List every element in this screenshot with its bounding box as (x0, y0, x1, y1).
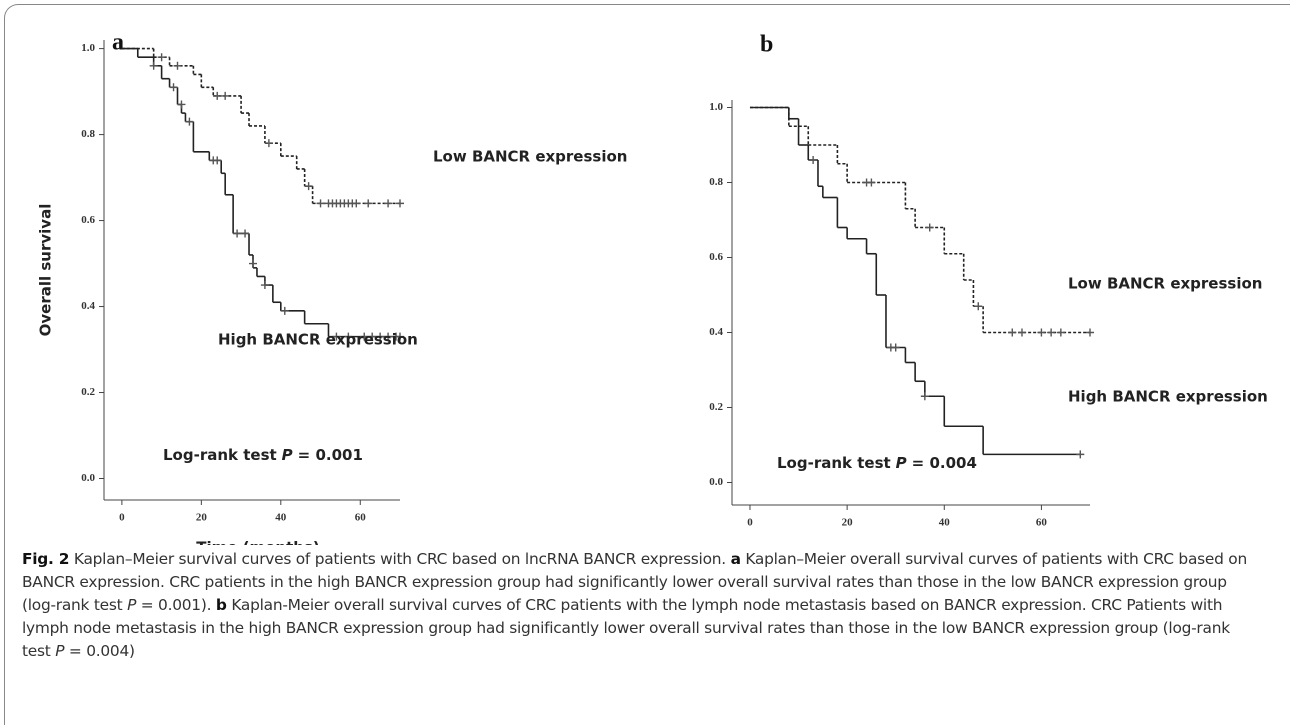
censor-mark (316, 199, 325, 208)
caption: Fig. 2 Kaplan–Meier survival curves of p… (22, 548, 1262, 663)
censor-mark (867, 178, 876, 187)
y-tick-label: 0.8 (709, 176, 723, 188)
caption-text: Kaplan–Meier survival curves of patients… (73, 550, 726, 568)
censor-mark (248, 259, 257, 268)
y-tick-label: 0.0 (709, 476, 723, 488)
x-tick-label: 40 (939, 517, 951, 529)
censor-mark (384, 332, 393, 341)
censor-mark (925, 223, 934, 232)
log-rank-annotation: Log-rank test P = 0.001 (163, 446, 363, 464)
series-label: Low BANCR expression (1068, 275, 1262, 293)
y-tick-label: 0.6 (709, 251, 723, 263)
censor-mark (332, 332, 341, 341)
censor-mark (920, 392, 929, 401)
censor-mark (360, 332, 369, 341)
censor-mark (352, 199, 361, 208)
censor-mark (384, 199, 393, 208)
x-tick-label: 40 (275, 512, 287, 524)
annotation-part: = 0.001 (298, 446, 363, 464)
censor-mark (260, 281, 269, 290)
y-axis-label: Overall survival (37, 204, 55, 337)
censor-mark (396, 199, 404, 208)
caption-text: Kaplan–Meier overall survival curves of … (22, 550, 1247, 614)
censor-mark (1037, 328, 1046, 337)
caption-text: = 0.004) (68, 642, 135, 660)
censor-mark (264, 139, 273, 148)
series-label: Low BANCR expression (433, 148, 627, 166)
censor-mark (157, 53, 166, 62)
x-axis-label: Time (months) (898, 544, 1022, 546)
x-tick-label: 0 (747, 517, 753, 529)
annotation-part: P (282, 446, 293, 464)
censor-mark (974, 302, 983, 311)
censor-mark (1056, 328, 1065, 337)
y-tick-label: 0.2 (709, 401, 723, 413)
censor-mark (1047, 328, 1056, 337)
censor-mark (891, 343, 900, 352)
figure: a 0.0 0.2 0.4 0.6 0.8 1.0 0 20 40 60 Time (months) O… (37, 30, 1268, 546)
y-tick-label: 0.4 (709, 326, 723, 338)
y-tick-label: 0.0 (81, 472, 95, 484)
censor-mark (173, 61, 182, 70)
censor-mark (233, 229, 242, 238)
censor-mark (241, 229, 250, 238)
x-tick-label: 0 (119, 512, 125, 524)
y-tick-label: 0.2 (81, 386, 95, 398)
censor-mark (809, 156, 818, 164)
censor-mark (304, 182, 313, 191)
series-label: High BANCR expression (218, 331, 418, 349)
censor-mark (364, 199, 373, 208)
censor-mark (376, 332, 385, 341)
censor-mark (1017, 328, 1026, 337)
censor-mark (1076, 450, 1085, 459)
censor-mark (221, 91, 230, 100)
censor-mark (368, 332, 377, 341)
caption-text: Kaplan-Meier overall survival curves of … (22, 596, 1230, 660)
censor-mark (1008, 328, 1017, 337)
caption-text: = 0.001). (140, 596, 212, 614)
caption-label: Fig. 2 (22, 550, 70, 568)
series-label: High BANCR expression (1068, 388, 1268, 406)
censor-mark (344, 332, 353, 341)
x-tick-label: 60 (1036, 517, 1048, 529)
censor-mark (185, 117, 194, 126)
censor-mark (213, 91, 222, 100)
censor-mark (280, 306, 289, 315)
censor-mark (213, 156, 222, 165)
y-tick-label: 0.6 (81, 214, 95, 226)
x-tick-label: 60 (355, 512, 367, 524)
panel-label: b (760, 32, 773, 58)
y-tick-label: 1.0 (81, 42, 95, 54)
censor-mark (1086, 328, 1094, 337)
caption-p: P (127, 596, 137, 614)
censor-mark (396, 332, 404, 341)
x-axis-label: Time (months) (196, 539, 320, 546)
censor-mark (177, 100, 186, 109)
caption-p: P (55, 642, 65, 660)
annotation-part: Log-rank test (163, 446, 277, 464)
censor-mark (169, 83, 178, 92)
y-tick-label: 0.8 (81, 128, 95, 140)
annotation-part: P (896, 454, 907, 472)
log-rank-annotation: Log-rank test P = 0.004 (777, 454, 977, 472)
figure-frame (4, 4, 1290, 725)
caption-panel: a (730, 550, 741, 568)
censor-mark (149, 61, 158, 70)
y-tick-label: 0.4 (81, 300, 95, 312)
annotation-part: Log-rank test (777, 454, 891, 472)
caption-panel: b (215, 596, 227, 614)
annotation-part: = 0.004 (912, 454, 977, 472)
panel-label: a (112, 30, 124, 56)
y-tick-label: 1.0 (709, 101, 723, 113)
x-tick-label: 20 (196, 512, 208, 524)
x-tick-label: 20 (842, 517, 854, 529)
